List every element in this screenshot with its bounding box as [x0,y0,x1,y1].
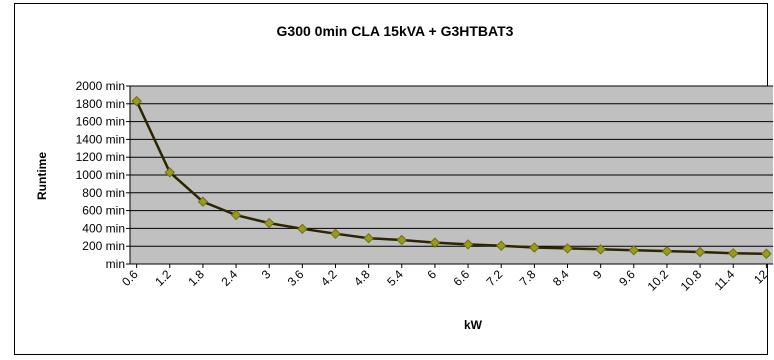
x-tick-label: 4.8 [351,267,373,289]
x-tick-label: 2.4 [218,267,240,289]
y-tick-label: 200 min [82,239,125,253]
y-tick-label: 1600 min [76,115,125,129]
data-point [728,248,739,259]
data-point [496,240,507,251]
x-tick-label: 11.4 [712,267,738,293]
data-point [164,167,175,178]
x-tick-label: 4.2 [318,267,340,289]
y-axis-title: Runtime [35,152,49,200]
x-tick-label: 3.6 [285,267,307,289]
series-line [135,100,767,256]
y-axis-ticks: min 200 min 400 min 600 min 800 min 1000 min 1… [76,79,130,271]
x-tick-label: 10.2 [645,267,672,294]
data-point [230,209,242,221]
data-point [661,245,673,257]
data-markers [131,95,772,259]
y-tick-label: 800 min [82,186,125,200]
y-tick-label: 1000 min [76,168,125,182]
data-point [462,239,474,250]
data-point [694,246,706,258]
data-point [595,244,606,255]
data-point [628,244,640,256]
chart-title: G300 0min CLA 15kVA + G3HTBAT3 [277,23,514,39]
y-tick-label: min [106,257,125,271]
data-point [131,95,142,107]
data-point [330,228,341,239]
x-tick-label: 7.8 [517,267,539,289]
data-point [297,223,308,235]
data-point [396,234,407,246]
data-point [761,248,772,259]
x-tick-label: 8.4 [550,267,572,289]
data-point [429,237,441,248]
x-tick-label: 10.8 [678,267,705,294]
data-point [197,196,209,207]
x-tick-label: 3 [259,267,274,282]
x-tick-label: 6.6 [450,267,472,289]
data-point [529,242,540,253]
y-tick-label: 1200 min [76,150,125,164]
x-tick-label: 12 [751,267,771,287]
y-tick-label: 600 min [82,204,125,218]
x-tick-label: 1.2 [152,267,174,289]
data-point [263,217,275,229]
x-tick-label: 9.6 [616,267,638,289]
y-tick-label: 1800 min [76,97,125,111]
y-tick-label: 2000 min [76,79,125,93]
x-axis-ticks: 0.6 1.2 1.8 2.4 3 3.6 4.2 4.8 5.4 6 6.6 7.2 7.8 8.4 9 9… [119,264,771,294]
x-tick-label: 9 [590,267,605,282]
data-point [363,232,374,244]
x-tick-label: 5.4 [384,267,406,289]
x-tick-label: 7.2 [484,267,506,289]
y-tick-label: 1400 min [76,132,125,146]
gridlines [130,85,773,247]
x-axis-title: kW [464,318,483,332]
y-tick-label: 400 min [82,221,125,235]
x-tick-label: 6 [424,267,439,282]
x-tick-label: 1.8 [185,267,207,289]
data-point [562,243,573,254]
